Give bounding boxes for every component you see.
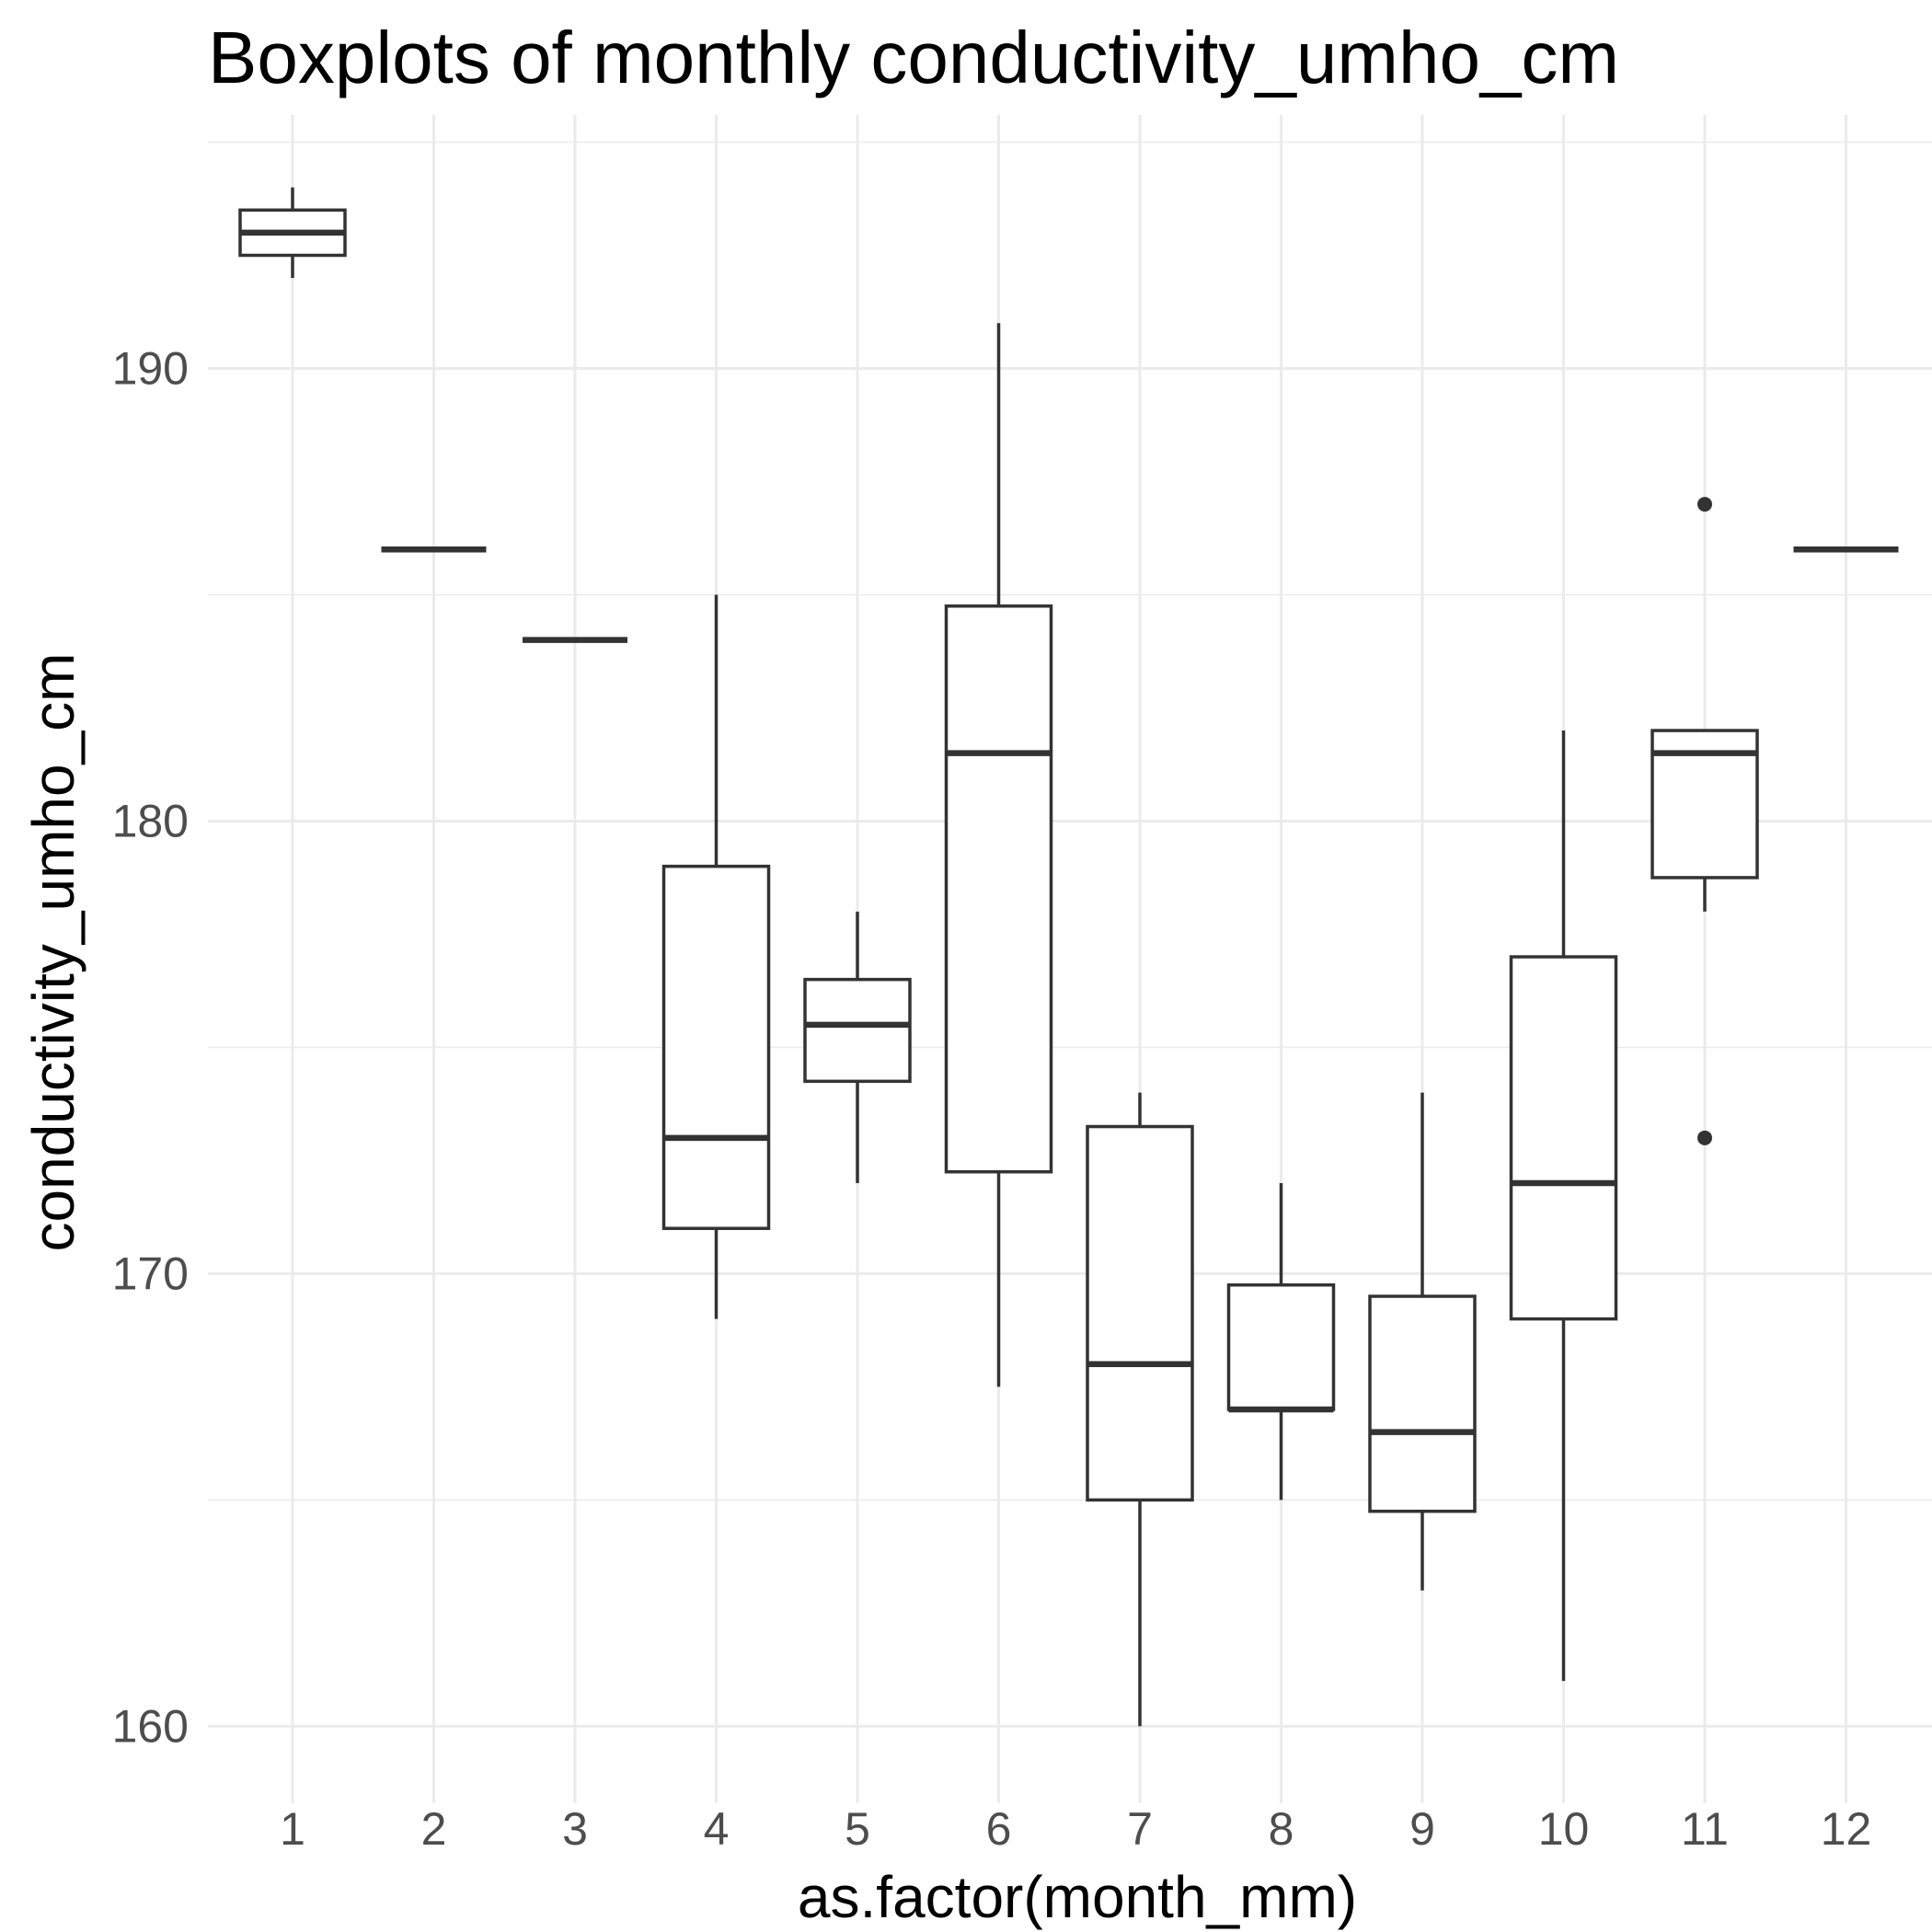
box-iqr bbox=[661, 864, 771, 1230]
box-iqr bbox=[1086, 1124, 1194, 1502]
x-tick-label: 1 bbox=[280, 1803, 305, 1855]
box-month-10 bbox=[1509, 730, 1618, 1682]
box-month-1 bbox=[238, 187, 347, 279]
y-tick-label: 180 bbox=[112, 795, 189, 846]
y-axis-title: conductivity_umho_cm bbox=[20, 653, 86, 1252]
box-month-8 bbox=[1226, 1183, 1336, 1501]
box-month-11 bbox=[1650, 497, 1759, 1145]
x-tick-label: 7 bbox=[1127, 1803, 1153, 1855]
box-month-5 bbox=[803, 911, 912, 1184]
x-tick-label: 5 bbox=[845, 1803, 870, 1855]
outlier-point bbox=[1697, 1130, 1712, 1145]
box-iqr bbox=[803, 977, 912, 1084]
box-month-7 bbox=[1086, 1092, 1194, 1727]
box-month-6 bbox=[944, 323, 1053, 1387]
x-tick-label: 11 bbox=[1681, 1803, 1729, 1855]
boxes bbox=[238, 187, 1899, 1727]
box-month-9 bbox=[1368, 1092, 1477, 1591]
x-axis-title: as.factor(month_mm) bbox=[798, 1864, 1357, 1930]
grid-lines bbox=[208, 115, 1932, 1803]
chart-title: Boxplots of monthly conductivity_umho_cm bbox=[208, 17, 1619, 98]
x-tick-label: 12 bbox=[1821, 1803, 1872, 1855]
y-tick-label: 160 bbox=[112, 1700, 189, 1752]
x-tick-label: 8 bbox=[1269, 1803, 1294, 1855]
x-tick-label: 4 bbox=[704, 1803, 730, 1855]
box-iqr bbox=[1368, 1294, 1477, 1513]
box-month-4 bbox=[661, 594, 771, 1319]
x-tick-label: 9 bbox=[1409, 1803, 1435, 1855]
box-iqr bbox=[1226, 1282, 1336, 1411]
x-tick-label: 6 bbox=[986, 1803, 1012, 1855]
y-tick-label: 190 bbox=[112, 342, 189, 394]
box-iqr bbox=[944, 604, 1053, 1174]
y-tick-label: 170 bbox=[112, 1248, 189, 1299]
box-iqr bbox=[1509, 955, 1618, 1321]
x-tick-label: 10 bbox=[1538, 1803, 1590, 1855]
x-tick-label: 3 bbox=[562, 1803, 588, 1855]
outlier-point bbox=[1697, 497, 1712, 512]
x-tick-label: 2 bbox=[421, 1803, 447, 1855]
